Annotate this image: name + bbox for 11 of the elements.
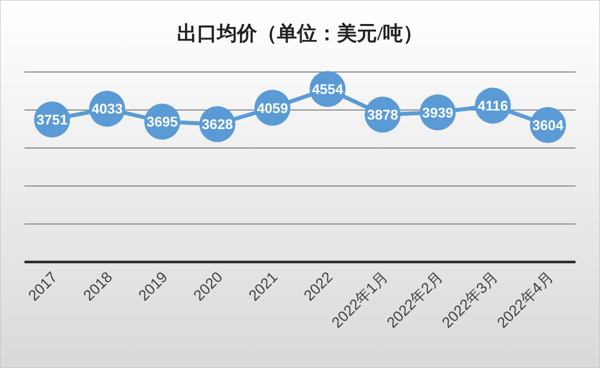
- data-label: 3695: [146, 114, 178, 130]
- data-label: 4033: [92, 100, 123, 117]
- data-label: 3939: [422, 104, 454, 120]
- data-label: 4116: [478, 98, 508, 114]
- data-label: 3628: [202, 116, 234, 132]
- data-label: 3878: [367, 106, 398, 123]
- data-label: 4059: [256, 100, 288, 116]
- data-label: 4554: [312, 80, 344, 97]
- data-label: 3604: [532, 117, 564, 134]
- data-label: 3751: [36, 111, 68, 128]
- chart-title: 出口均价（单位：美元/吨）: [177, 22, 423, 45]
